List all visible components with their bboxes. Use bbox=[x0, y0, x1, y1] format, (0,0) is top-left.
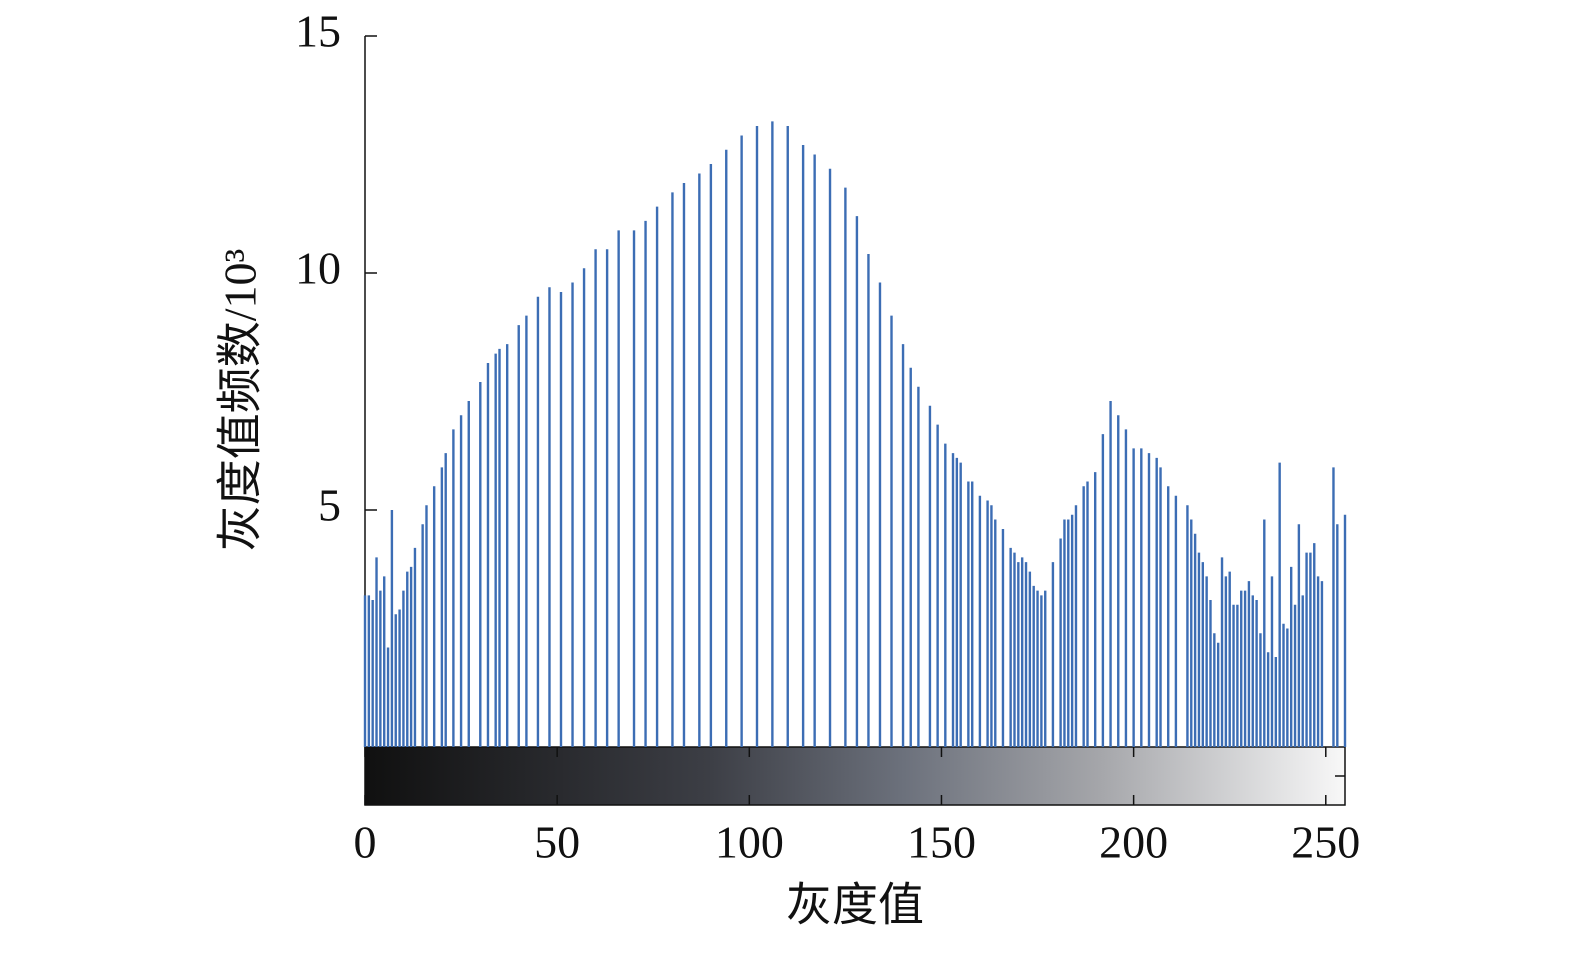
x-tick-label: 250 bbox=[1291, 817, 1360, 868]
x-tick-label: 100 bbox=[715, 817, 784, 868]
x-tick-label: 0 bbox=[354, 817, 377, 868]
colorbar bbox=[364, 746, 1346, 806]
y-tick-label: 10 bbox=[295, 243, 341, 294]
x-tick-label: 200 bbox=[1099, 817, 1168, 868]
y-tick-label: 15 bbox=[295, 6, 341, 57]
y-axis-label: 灰度值频数/10³ bbox=[215, 249, 266, 552]
x-tick-label: 150 bbox=[907, 817, 976, 868]
x-axis-label: 灰度值 bbox=[786, 880, 924, 931]
x-tick-label: 50 bbox=[534, 817, 580, 868]
y-tick-label: 5 bbox=[318, 480, 341, 531]
